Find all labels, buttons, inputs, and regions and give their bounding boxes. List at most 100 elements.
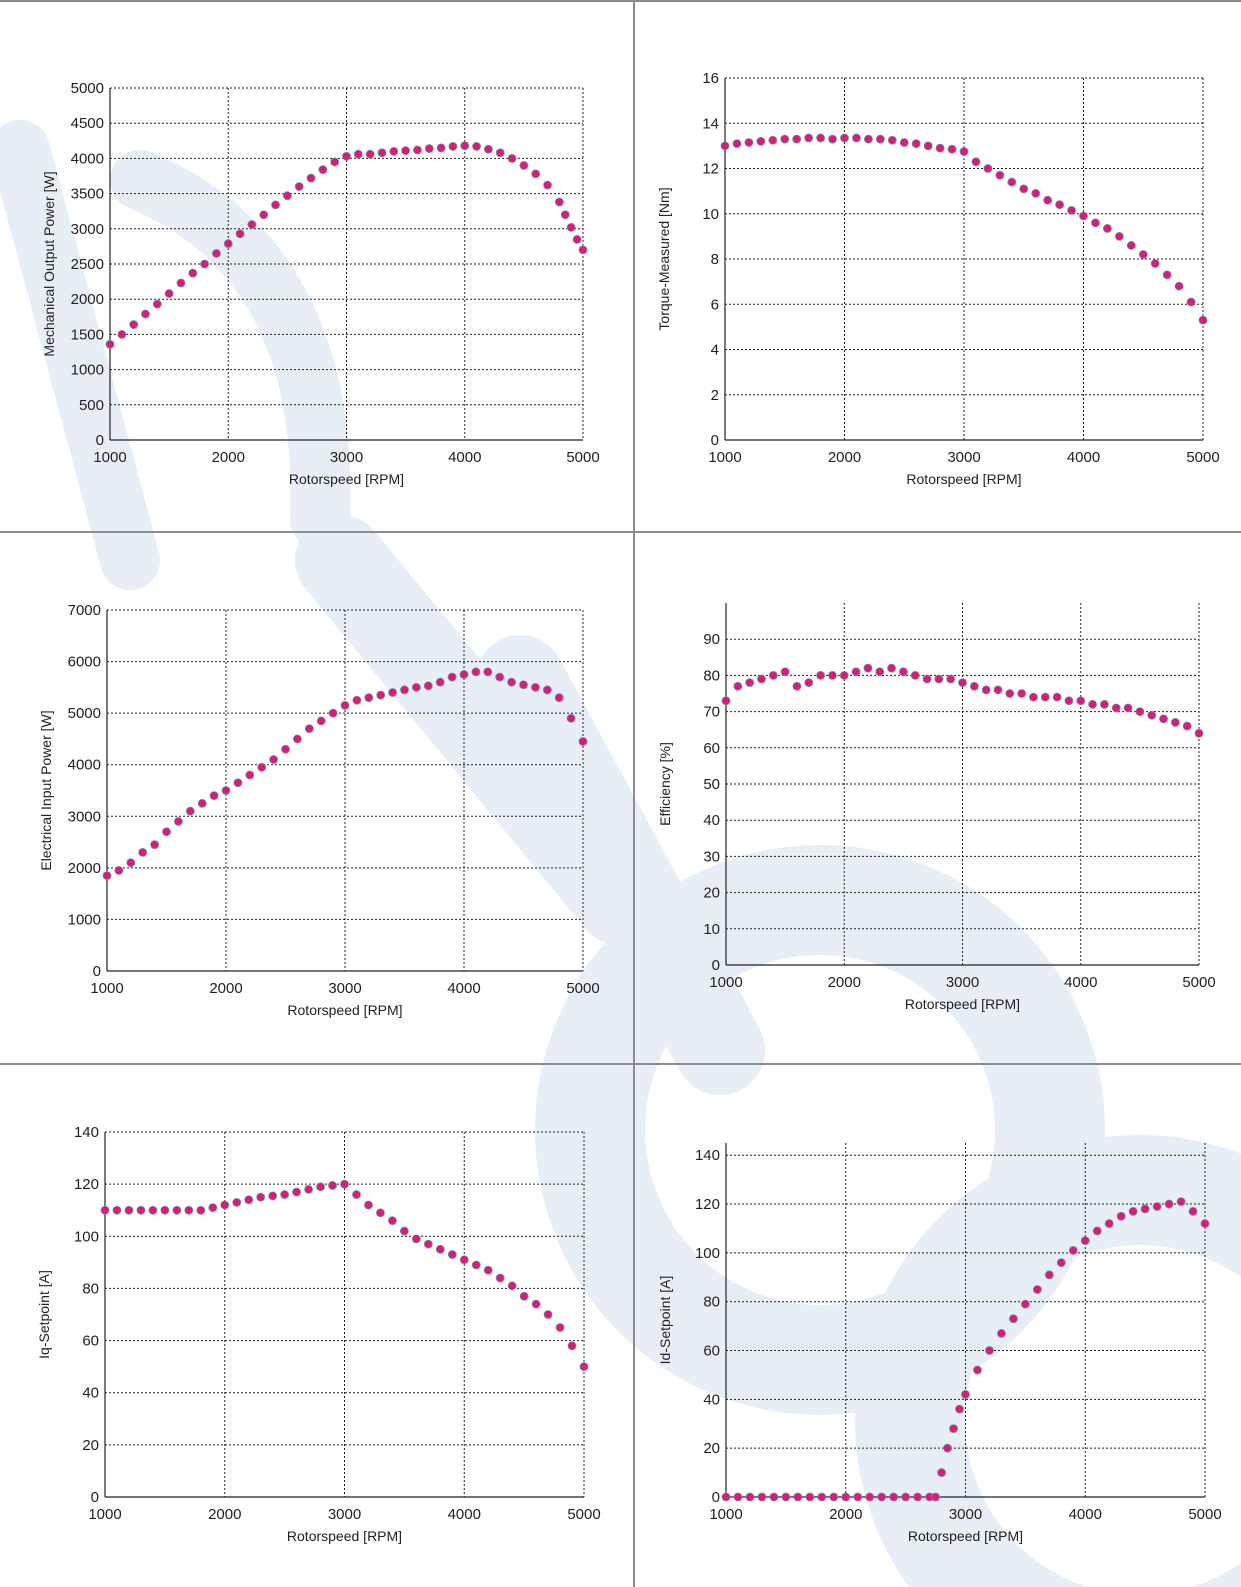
data-point	[889, 1492, 899, 1502]
data-point	[389, 146, 399, 156]
data-point	[756, 136, 766, 146]
data-point	[401, 146, 411, 156]
data-point	[720, 141, 730, 151]
data-point	[435, 1244, 445, 1254]
data-point	[124, 1205, 134, 1215]
data-point	[793, 1492, 803, 1502]
data-point	[268, 1191, 278, 1201]
data-point	[531, 682, 540, 692]
data-point	[555, 1323, 565, 1332]
data-point	[114, 866, 124, 875]
y-tick-label: 50	[703, 776, 720, 793]
x-tick-label: 4000	[447, 980, 480, 997]
data-point	[100, 1205, 110, 1215]
y-tick-label: 90	[703, 631, 720, 648]
data-point	[1032, 1285, 1042, 1294]
data-point	[1020, 1299, 1030, 1309]
y-tick-label: 0	[91, 1489, 99, 1506]
data-point	[993, 685, 1003, 695]
data-point	[232, 1197, 242, 1207]
data-point	[997, 1329, 1006, 1338]
data-point	[209, 791, 219, 801]
y-axis-label: Mechanical Output Power [W]	[41, 171, 57, 356]
data-point	[223, 239, 233, 248]
data-point	[745, 678, 755, 688]
data-point	[816, 670, 826, 680]
data-point	[732, 139, 742, 149]
data-point	[567, 1341, 577, 1351]
data-point	[388, 688, 398, 697]
data-point	[1091, 218, 1100, 228]
data-point	[911, 139, 921, 149]
y-tick-label: 7000	[68, 602, 101, 619]
data-point	[459, 1255, 469, 1265]
data-point	[757, 674, 766, 684]
data-point	[160, 1205, 170, 1215]
y-tick-label: 2	[711, 387, 719, 404]
data-point	[340, 1179, 349, 1189]
data-point	[411, 1234, 421, 1244]
data-point	[554, 197, 564, 207]
data-point	[981, 685, 991, 695]
y-tick-label: 0	[93, 963, 101, 980]
x-tick-label: 4000	[1067, 449, 1100, 466]
y-tick-label: 20	[703, 1440, 720, 1457]
data-point	[304, 1184, 313, 1194]
y-tick-label: 60	[82, 1333, 99, 1350]
y-tick-label: 120	[74, 1176, 99, 1193]
data-point	[745, 1492, 755, 1502]
chart-iq-setpoint: 1000 2000 3000 4000 5000 0 20 40 60 80 100 120 140 Ro…	[0, 1065, 633, 1587]
data-point	[1152, 1202, 1162, 1211]
data-point	[304, 724, 314, 734]
data-point	[913, 1492, 923, 1502]
scatter-series	[721, 663, 1204, 738]
data-point	[257, 762, 267, 772]
data-point	[447, 1250, 457, 1259]
chart-id-setpoint-svg: 1000 2000 3000 4000 5000 0 20 40 60 80 100 120 140 Ro…	[657, 1143, 1222, 1544]
data-point	[212, 249, 221, 258]
data-point	[328, 708, 338, 718]
data-point	[733, 1492, 743, 1502]
data-point	[1029, 692, 1038, 702]
y-tick-label: 140	[695, 1147, 720, 1164]
data-point	[1164, 1199, 1174, 1209]
data-point	[934, 674, 944, 684]
data-point	[1176, 1197, 1186, 1206]
data-point	[292, 1187, 302, 1197]
data-point	[840, 133, 849, 143]
data-point	[105, 339, 115, 349]
x-tick-label: 4000	[448, 449, 481, 466]
data-point	[531, 1299, 541, 1309]
data-point	[447, 672, 457, 682]
data-point	[471, 667, 481, 677]
data-point	[851, 667, 861, 677]
data-point	[733, 681, 743, 691]
y-tick-label: 0	[711, 432, 719, 449]
data-point	[271, 200, 280, 210]
x-axis-label: Rotorspeed [RPM]	[906, 471, 1021, 487]
data-point	[853, 1492, 863, 1502]
data-point	[1159, 714, 1168, 724]
data-point	[507, 677, 517, 687]
data-point	[1007, 177, 1017, 187]
y-tick-label: 100	[695, 1245, 720, 1262]
data-point	[744, 138, 754, 147]
data-point	[117, 329, 127, 339]
data-point	[136, 1205, 146, 1215]
data-point	[353, 149, 363, 159]
x-tick-label: 5000	[1182, 974, 1215, 991]
x-axis-label: Rotorspeed [RPM]	[905, 996, 1020, 1012]
x-tick-label: 5000	[566, 980, 599, 997]
data-point	[292, 734, 302, 744]
data-point	[148, 1205, 158, 1215]
data-point	[1116, 1211, 1126, 1221]
x-tick-label: 3000	[949, 1506, 982, 1523]
data-point	[887, 663, 896, 673]
y-tick-label: 10	[703, 921, 720, 938]
data-point	[424, 144, 434, 153]
data-point	[1123, 703, 1133, 713]
x-tick-label: 2000	[209, 980, 242, 997]
data-point	[185, 806, 195, 816]
data-point	[877, 1492, 887, 1502]
y-tick-label: 1500	[71, 326, 104, 343]
